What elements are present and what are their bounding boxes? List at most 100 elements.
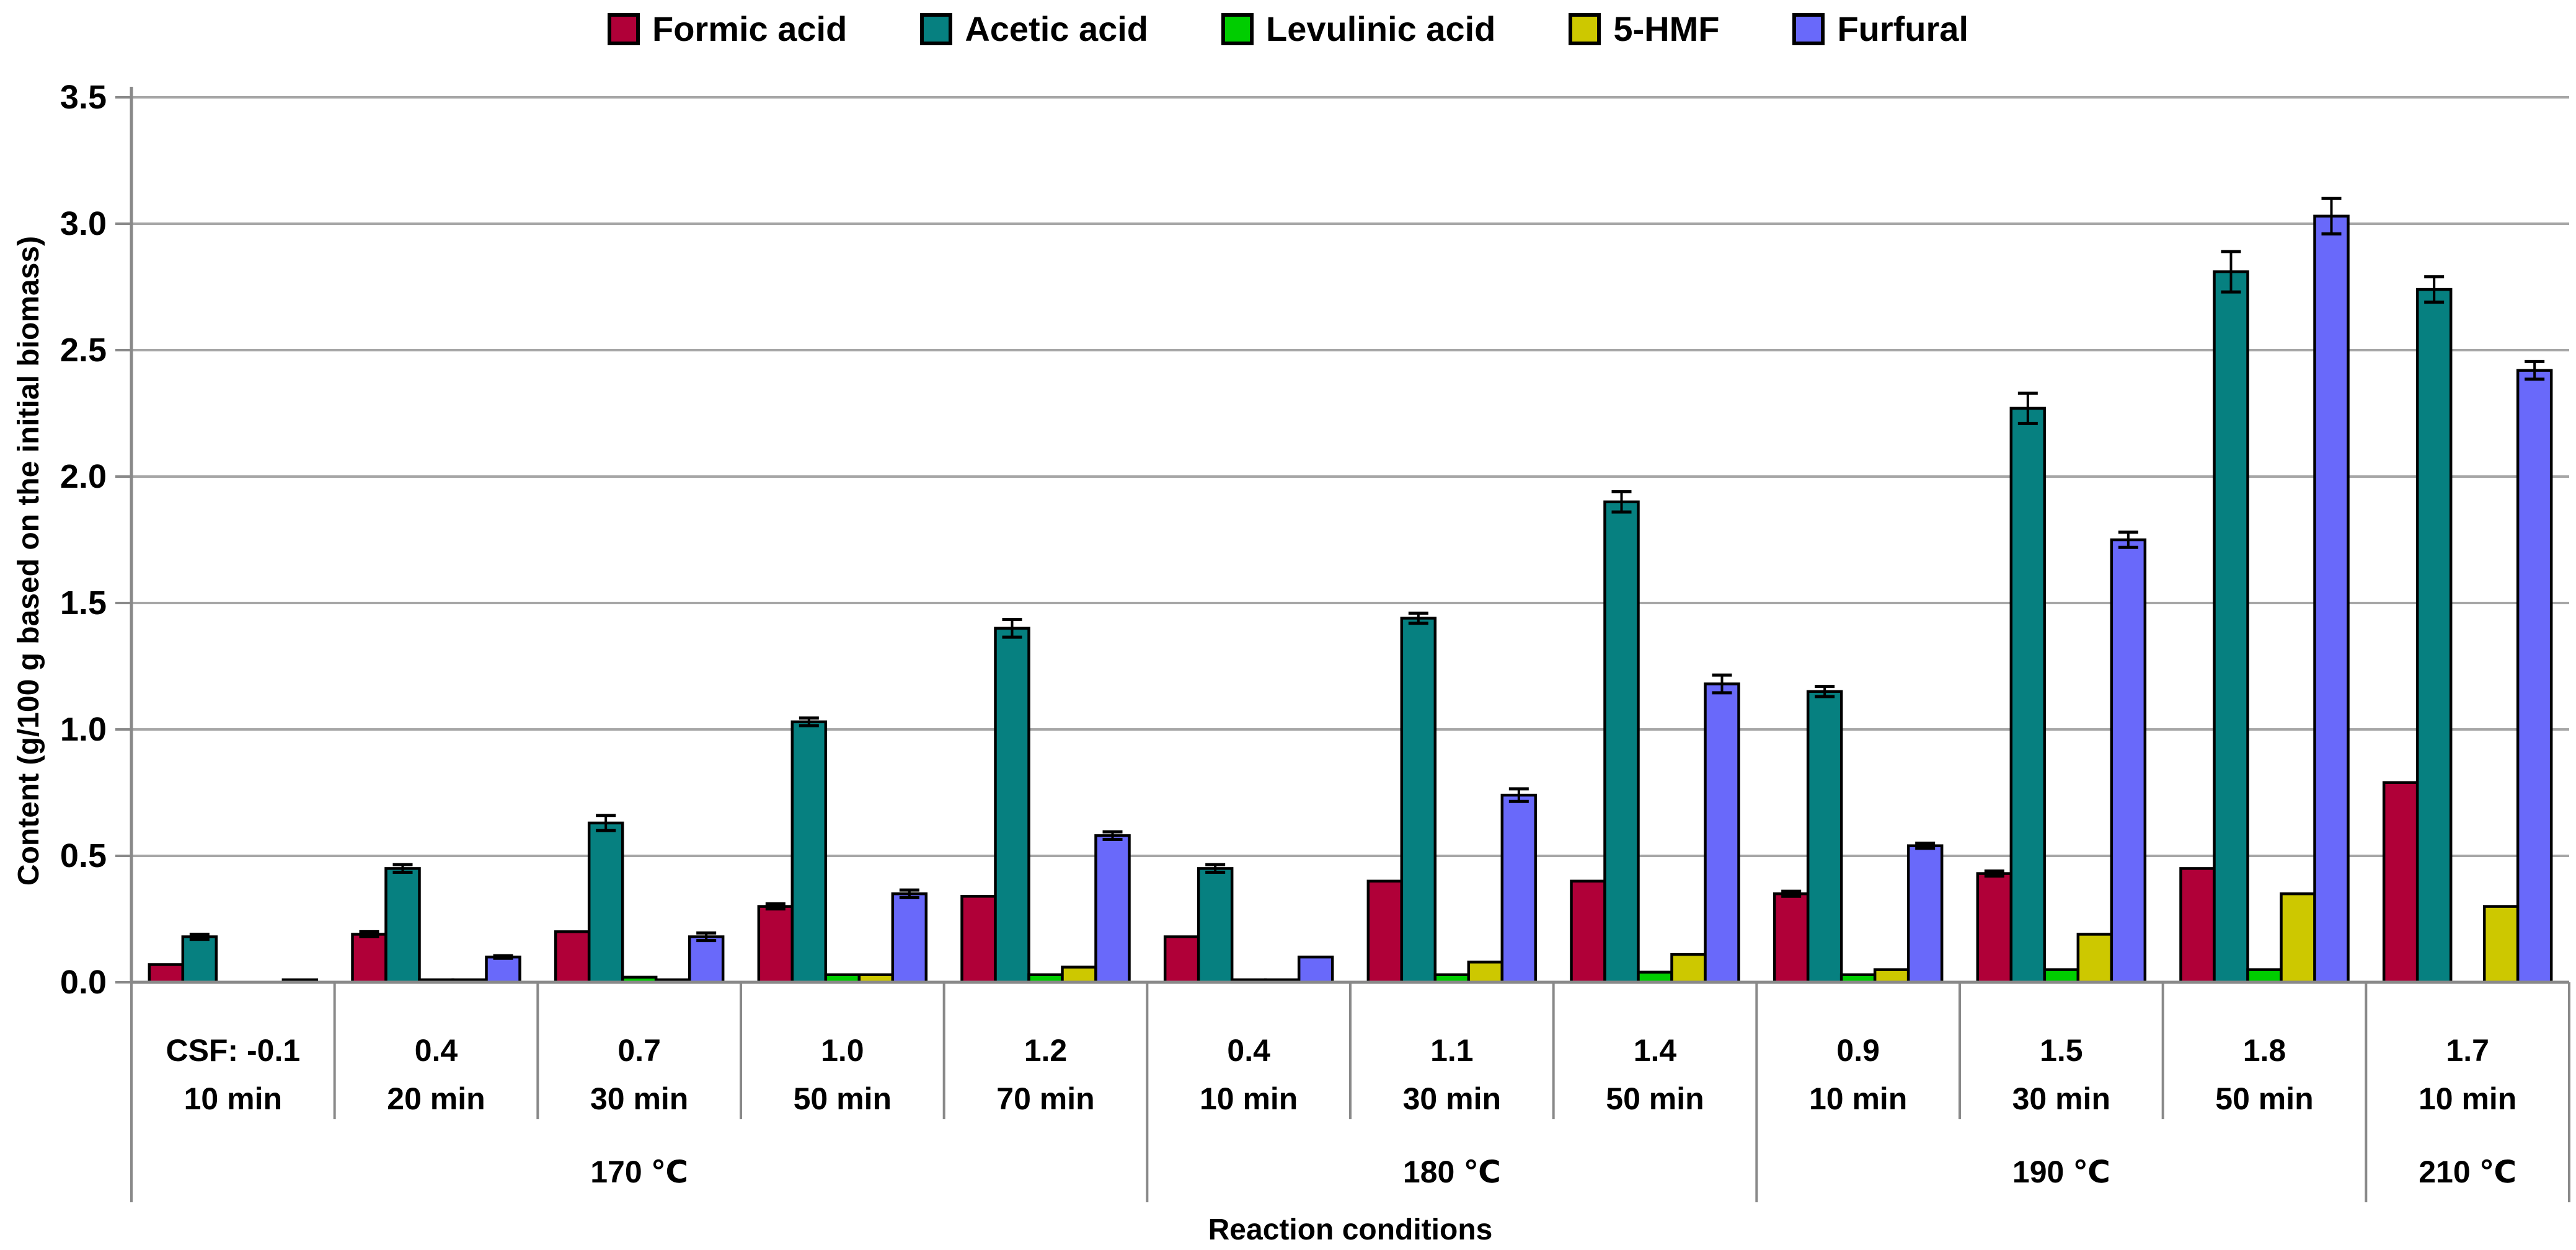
- bar-acetic-acid-g5: [994, 627, 1030, 984]
- bar-furfural-g6: [1297, 955, 1334, 984]
- y-tick-label: 3.0: [60, 205, 107, 242]
- gridlines: [131, 96, 2569, 857]
- time-label: 10 min: [1200, 1081, 1298, 1116]
- bar-acetic-acid-g2: [384, 867, 421, 984]
- csf-label: 1.2: [1024, 1033, 1068, 1068]
- temp-label: 210 ℃: [2419, 1155, 2516, 1189]
- bar-furfural-g8: [1704, 682, 1740, 984]
- legend-item-acetic-acid: Acetic acid: [920, 9, 1148, 49]
- bar-formic-acid-g9: [1773, 892, 1810, 984]
- bar-furfural-g3: [688, 935, 725, 984]
- csf-label: 1.5: [2040, 1033, 2083, 1068]
- time-label: 50 min: [1606, 1081, 1704, 1116]
- y-tick-label: 2.0: [60, 458, 107, 495]
- bar-5-hmf-g9: [1873, 968, 1910, 984]
- y-tick-label: 0.5: [60, 837, 107, 874]
- time-label: 10 min: [2419, 1081, 2516, 1116]
- x-axis-title: Reaction conditions: [1208, 1213, 1493, 1246]
- y-tick-label: 1.5: [60, 584, 107, 622]
- time-label: 50 min: [2215, 1081, 2313, 1116]
- legend-item-furfural: Furfural: [1792, 9, 1968, 49]
- bar-5-hmf-g12: [2482, 905, 2520, 984]
- time-label: 10 min: [184, 1081, 282, 1116]
- bar-furfural-g4: [891, 892, 928, 984]
- y-axis-title: Content (g/100 g based on the initial bi…: [12, 236, 45, 886]
- legend-swatch-icon: [1569, 12, 1601, 45]
- bar-formic-acid-g4: [757, 905, 794, 984]
- time-label: 30 min: [1403, 1081, 1501, 1116]
- csf-label: 1.1: [1430, 1033, 1474, 1068]
- temp-label: 190 ℃: [2012, 1155, 2110, 1189]
- legend-item-formic-acid: Formic acid: [607, 9, 848, 49]
- legend-label: Levulinic acid: [1266, 9, 1496, 48]
- bar-acetic-acid-g1: [181, 935, 218, 984]
- time-label: 20 min: [387, 1081, 485, 1116]
- legend-label: Furfural: [1837, 9, 1969, 48]
- legend-swatch-icon: [1221, 12, 1254, 45]
- bar-furfural-g11: [2313, 214, 2350, 984]
- axis-labels: 0.0 0.5 1.0 1.5 2.0 2.5 3.0 3.5 CSF: -0.1 10 min 0…: [60, 79, 2516, 1189]
- legend-swatch-icon: [920, 12, 953, 45]
- axes: [115, 87, 2570, 1202]
- bar-formic-acid-g5: [960, 895, 997, 984]
- bar-levulinic-acid-g10: [2043, 968, 2080, 984]
- bar-5-hmf-g5: [1061, 966, 1097, 984]
- bar-furfural-g7: [1500, 793, 1538, 984]
- bar-acetic-acid-g12: [2415, 288, 2453, 984]
- time-label: 30 min: [590, 1081, 688, 1116]
- legend-item-levulinic-acid: Levulinic acid: [1221, 9, 1495, 49]
- y-tick-label: 3.5: [60, 79, 107, 116]
- bar-formic-acid-g1: [148, 963, 185, 984]
- bar-formic-acid-g3: [554, 930, 591, 984]
- temp-label: 180 ℃: [1403, 1155, 1501, 1189]
- legend-label: Formic acid: [652, 9, 848, 48]
- legend-swatch-icon: [1792, 12, 1825, 45]
- csf-label: CSF: -0.1: [166, 1033, 300, 1068]
- bar-furfural-g9: [1906, 844, 1944, 984]
- legend: Formic acid Acetic acid Levulinic acid 5-HM…: [0, 9, 2576, 49]
- time-label: 10 min: [1809, 1081, 1907, 1116]
- legend-label: 5-HMF: [1613, 9, 1720, 48]
- temp-label: 170 ℃: [590, 1155, 688, 1189]
- bar-formic-acid-g11: [2179, 867, 2216, 984]
- y-tick-label: 1.0: [60, 711, 107, 748]
- bar-5-hmf-g11: [2280, 892, 2316, 984]
- bar-furfural-g2: [485, 955, 521, 984]
- bar-formic-acid-g10: [1976, 872, 2013, 984]
- csf-label: 0.9: [1836, 1033, 1880, 1068]
- bar-furfural-g5: [1094, 834, 1131, 984]
- bar-formic-acid-g2: [351, 933, 387, 984]
- bar-5-hmf-g7: [1467, 961, 1504, 984]
- bar-5-hmf-g10: [2076, 933, 2113, 984]
- bar-acetic-acid-g9: [1806, 690, 1843, 984]
- legend-swatch-icon: [607, 12, 640, 45]
- bar-furfural-g12: [2516, 369, 2553, 984]
- bar-levulinic-acid-g11: [2246, 968, 2283, 984]
- y-tick-label: 2.5: [60, 332, 107, 369]
- csf-label: 0.4: [1227, 1033, 1270, 1068]
- bar-formic-acid-g7: [1366, 879, 1404, 984]
- bar-acetic-acid-g7: [1400, 617, 1437, 984]
- bar-acetic-acid-g6: [1197, 867, 1234, 984]
- csf-label: 1.4: [1634, 1033, 1677, 1068]
- error-bars: [189, 196, 2545, 960]
- csf-label: 0.4: [415, 1033, 458, 1068]
- time-label: 50 min: [794, 1081, 892, 1116]
- bar-formic-acid-g12: [2382, 781, 2419, 984]
- csf-label: 1.8: [2243, 1033, 2286, 1068]
- bar-acetic-acid-g11: [2213, 270, 2249, 984]
- bars: [148, 214, 2553, 984]
- legend-item-5-hmf: 5-HMF: [1569, 9, 1719, 49]
- bar-5-hmf-g8: [1670, 953, 1707, 984]
- y-tick-label: 0.0: [60, 964, 107, 1001]
- csf-label: 1.0: [821, 1033, 864, 1068]
- bar-acetic-acid-g3: [587, 821, 624, 984]
- bar-acetic-acid-g4: [790, 720, 828, 984]
- bar-furfural-g10: [2110, 538, 2147, 984]
- bar-formic-acid-g8: [1570, 879, 1606, 984]
- bar-acetic-acid-g10: [2009, 407, 2047, 984]
- legend-label: Acetic acid: [965, 9, 1149, 48]
- csf-label: 1.7: [2446, 1033, 2489, 1068]
